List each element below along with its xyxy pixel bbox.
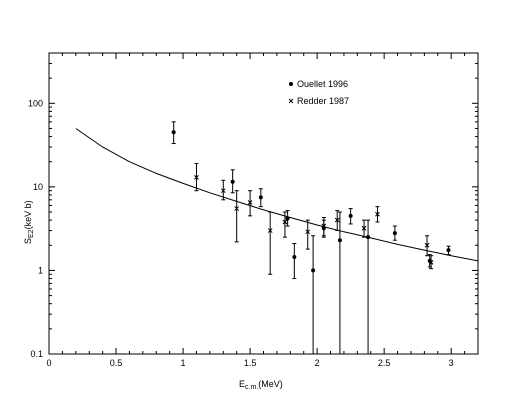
marker-cross: [428, 259, 434, 265]
legend: Ouellet 1996 Redder 1987: [288, 79, 349, 106]
data-point: [348, 208, 353, 225]
marker-dot: [171, 130, 176, 135]
marker-dot: [446, 248, 451, 253]
marker-dot: [366, 235, 371, 240]
data-point: [305, 219, 311, 250]
marker-dot: [311, 268, 316, 273]
x-tick-label: 3: [449, 358, 454, 368]
legend-label-ouellet: Ouellet 1996: [297, 79, 348, 89]
axis-tick-labels: 0 0.5 1 1.5 2 2.5 3 0.1 1 10 100: [28, 98, 454, 368]
data-point: [220, 179, 226, 201]
data-point: [392, 225, 397, 241]
data-point: [334, 210, 340, 232]
series-ouellet-1996: [171, 121, 451, 354]
marker-dot: [392, 231, 397, 236]
data-point: [247, 190, 253, 217]
marker-cross: [282, 219, 288, 225]
marker-cross: [220, 188, 226, 194]
series-redder-1987: [194, 163, 434, 275]
series-group: [171, 121, 451, 354]
marker-cross: [305, 229, 311, 235]
y-tick-label: 1: [38, 265, 43, 275]
fit-curve: [75, 128, 479, 262]
x-tick-label: 0.5: [110, 358, 123, 368]
y-axis-label-sub: E2: [28, 229, 35, 238]
marker-cross: [194, 174, 199, 180]
data-point: [282, 211, 288, 238]
data-point: [337, 211, 342, 354]
marker-cross: [334, 217, 340, 223]
y-axis-label-main: S: [23, 238, 33, 244]
x-axis-label-unit: (MeV): [258, 379, 283, 389]
data-point: [366, 219, 371, 354]
data-point: [285, 210, 290, 227]
x-tick-label: 2.5: [378, 358, 391, 368]
marker-cross: [267, 228, 273, 233]
marker-dot: [285, 216, 290, 221]
data-point: [258, 188, 263, 208]
marker-dot: [230, 179, 235, 184]
data-point: [428, 255, 434, 270]
y-tick-label: 0.1: [30, 349, 43, 359]
y-axis-label: SE2(keV b): [23, 200, 35, 244]
data-point: [230, 169, 235, 194]
marker-dot: [292, 254, 297, 259]
legend-label-redder: Redder 1987: [297, 96, 349, 106]
data-point: [234, 190, 240, 243]
marker-cross: [321, 223, 327, 229]
legend-marker-cross: [288, 98, 294, 104]
data-point: [321, 217, 327, 238]
marker-cross: [247, 200, 253, 205]
x-tick-label: 2: [315, 358, 320, 368]
marker-cross: [361, 225, 367, 231]
plot-frame: [48, 52, 479, 355]
y-axis-label-unit: (keV b): [23, 200, 33, 229]
data-point: [267, 211, 273, 275]
data-point: [311, 235, 316, 354]
x-axis-label-sub: c.m.: [245, 384, 258, 391]
x-axis-label: Ec.m.(MeV): [239, 379, 283, 391]
marker-dot: [348, 213, 353, 218]
data-point: [194, 163, 199, 192]
marker-dot: [337, 238, 342, 243]
fit-curve-group: [75, 128, 479, 262]
data-point: [292, 243, 297, 280]
x-tick-label: 1: [181, 358, 186, 368]
legend-marker-dot: [289, 82, 293, 86]
data-point: [361, 219, 367, 238]
marker-cross: [424, 242, 430, 248]
x-tick-label: 0: [46, 358, 51, 368]
data-point: [375, 206, 380, 223]
data-point: [424, 235, 430, 257]
x-tick-label: 1.5: [244, 358, 257, 368]
marker-cross: [375, 211, 380, 217]
y-tick-label: 10: [33, 182, 43, 192]
marker-dot: [258, 195, 263, 200]
y-tick-label: 100: [28, 98, 43, 108]
x-axis-label-main: E: [239, 379, 245, 389]
data-point: [171, 121, 176, 145]
marker-cross: [234, 206, 240, 211]
axis-ticks: [48, 52, 478, 355]
data-point: [446, 245, 451, 256]
